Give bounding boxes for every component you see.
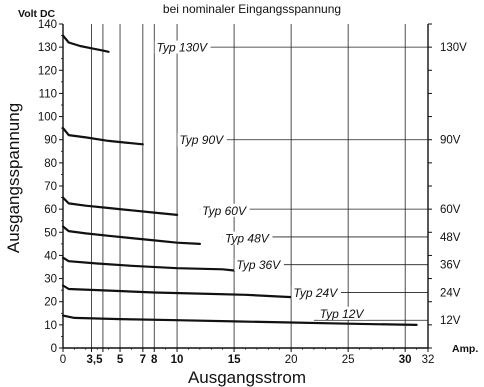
x-tick-label: 10 <box>171 354 184 366</box>
right-axis-label: 60V <box>440 204 461 216</box>
y-unit-label: Volt DC <box>18 8 56 20</box>
x-tick-label: 8 <box>151 354 158 366</box>
y-tick-label: 110 <box>39 88 57 100</box>
series-label: Typ 12V <box>320 307 365 321</box>
y-axis-title: Ausgangsspannung <box>4 103 23 253</box>
y-tick-label: 40 <box>44 250 57 262</box>
y-tick-label: 100 <box>38 112 57 124</box>
x-tick-label: 15 <box>228 354 241 366</box>
y-tick-label: 130 <box>38 42 57 54</box>
right-axis-label: 90V <box>440 135 461 147</box>
x-tick-label: 25 <box>342 354 355 366</box>
series-label: Typ 130V <box>157 41 208 55</box>
x-tick-label: 30 <box>399 354 412 366</box>
x-axis-title: Ausgangsstrom <box>188 368 306 387</box>
y-tick-label: 70 <box>44 181 57 193</box>
right-axis-label: 24V <box>440 287 461 299</box>
series-line <box>61 196 179 216</box>
right-axis-label: 36V <box>440 260 461 272</box>
series-label-bg <box>222 231 273 245</box>
x-tick-label: 3,5 <box>87 354 104 366</box>
y-tick-label: 30 <box>44 274 57 286</box>
y-tick-label: 0 <box>51 343 57 355</box>
y-tick-label: 20 <box>44 297 57 309</box>
series-label-bg <box>200 203 250 217</box>
x-tick-label: 0 <box>60 354 66 366</box>
x-unit-label: Amp. <box>452 343 478 355</box>
x-tick-label: 20 <box>285 354 298 366</box>
y-tick-label: 140 <box>38 19 57 31</box>
y-tick-label: 60 <box>44 204 57 216</box>
series-label: Typ 24V <box>293 286 338 300</box>
series-label-bg <box>291 285 341 299</box>
chart-subtitle: bei nominaler Eingangsspannung <box>163 2 341 16</box>
series-label: Typ 60V <box>202 204 247 218</box>
series-label: Typ 48V <box>225 232 270 246</box>
series-line <box>61 34 110 53</box>
y-tick-label: 80 <box>44 158 57 170</box>
series-label: Typ 90V <box>179 133 224 147</box>
series-line <box>61 284 293 299</box>
y-tick-label: 50 <box>44 227 57 239</box>
series-label-bg <box>317 306 368 320</box>
right-axis-label: 48V <box>440 232 461 244</box>
x-tick-label: 7 <box>140 354 146 366</box>
series-label-bg <box>154 40 211 54</box>
series-label: Typ 36V <box>236 258 281 272</box>
series-label-bg <box>177 133 227 147</box>
series-label-bg <box>234 258 284 272</box>
y-tick-label: 10 <box>44 320 57 332</box>
x-tick-label: 5 <box>117 354 124 366</box>
right-axis-label: 130V <box>440 42 467 54</box>
y-tick-label: 120 <box>38 65 57 77</box>
series-line <box>61 225 201 245</box>
x-tick-label: 32 <box>422 354 435 366</box>
y-tick-label: 90 <box>44 135 57 147</box>
right-axis-label: 12V <box>440 315 461 327</box>
series-line <box>61 256 236 272</box>
series-line <box>61 127 144 146</box>
series-line <box>61 314 418 326</box>
